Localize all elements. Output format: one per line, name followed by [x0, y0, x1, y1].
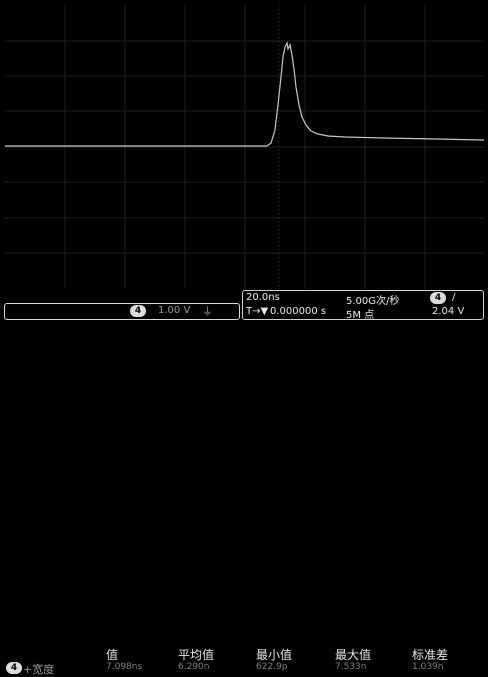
- measurement-name[interactable]: +宽度: [23, 663, 55, 676]
- measurement-value: 7.098ns: [106, 662, 143, 672]
- waveform-plot: [5, 5, 484, 289]
- trigger-level: 2.04 V: [432, 306, 465, 317]
- ground-coupling-icon: ⏚: [202, 305, 213, 318]
- record-length: 5M 点: [346, 310, 375, 321]
- trigger-channel-badge: 4: [430, 292, 446, 304]
- trigger-position-icon: T→▼: [246, 306, 269, 317]
- measurement-panel: 值 平均值 最小值 最大值 标准差 4 +宽度 7.098ns 6.290n 6…: [0, 322, 488, 676]
- vertical-scale-value[interactable]: 1.00 V: [158, 305, 191, 316]
- measurement-max: 7.533n: [335, 662, 367, 672]
- measurement-mean: 6.290n: [178, 662, 210, 672]
- channel-status-strip[interactable]: [4, 303, 240, 320]
- measurement-header-mean: 平均值: [178, 648, 215, 662]
- horizontal-position: 0.000000 s: [270, 306, 327, 317]
- acquisition-info-box[interactable]: [242, 290, 484, 320]
- measurement-header-min: 最小值: [256, 648, 293, 662]
- measurement-min: 622.9p: [256, 662, 288, 672]
- measurement-header-value: 值: [106, 648, 119, 662]
- sample-rate: 5.00G次/秒: [346, 296, 400, 307]
- oscilloscope-screen: 4 1.00 V ⏚ 20.0ns T→▼ 0.000000 s 5.00G次/…: [0, 5, 488, 676]
- channel-badge[interactable]: 4: [130, 305, 146, 317]
- measurement-channel-badge[interactable]: 4: [6, 662, 22, 674]
- trigger-slope-icon: /: [452, 292, 456, 303]
- measurement-stddev: 1.039n: [412, 662, 444, 672]
- waveform-graticule: [5, 5, 484, 289]
- measurement-header-max: 最大值: [335, 648, 372, 662]
- measurement-header-stddev: 标准差: [412, 648, 449, 662]
- waveform-trace: [5, 41, 484, 147]
- timebase-scale: 20.0ns: [246, 292, 280, 303]
